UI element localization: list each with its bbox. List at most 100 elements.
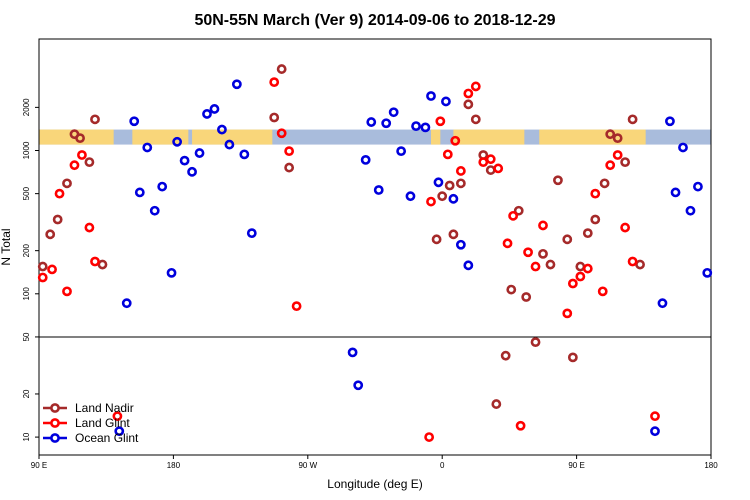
plot-frame [38,38,712,456]
land-nadir-point-36 [605,129,616,140]
land-glint-point-20 [470,81,481,92]
ocean-glint-point-32 [441,96,451,107]
chart-title: 50N-55N March (Ver 9) 2014-09-06 to 2018… [194,12,555,29]
land-glint-point-17 [450,135,461,146]
series-land-nadir [37,64,645,409]
ocean-glint-point-33 [448,193,459,204]
land-nadir-point-1 [45,229,56,240]
ocean-glint-point-38 [665,116,675,127]
land-nadir-point-38 [620,157,631,168]
land-glint-point-19 [463,88,474,99]
ocean-glint-point-19 [347,347,358,358]
land-nadir-point-18 [470,114,481,125]
land-nadir-point-33 [582,228,593,239]
land-nadir-point-27 [538,248,548,259]
ocean-glint-point-3 [134,187,145,198]
x-tick-label-1: 180 [167,461,181,470]
legend-item-land-glint: Land Glint [43,416,130,430]
land-glint-point-1 [47,264,57,275]
y-tick-label-100: 100 [22,287,31,301]
ocean-glint-point-27 [405,191,416,202]
series-ocean-glint [114,79,713,437]
y-tick-label-2000: 2000 [22,98,31,116]
y-tick-label-500: 500 [22,186,31,200]
land-nadir-point-23 [506,284,517,295]
land-glint-point-34 [590,188,601,199]
ocean-glint-point-4 [142,142,153,153]
ocean-glint-point-24 [381,118,392,129]
y-tick-label-50: 50 [22,332,31,341]
ocean-glint-point-12 [202,109,212,119]
ocean-glint-point-16 [231,79,242,90]
land-nadir-point-9 [269,112,280,123]
x-axis-label: Longitude (deg E) [327,477,422,491]
land-nadir-point-26 [530,337,541,348]
land-nadir-point-34 [590,214,601,225]
land-glint-point-21 [478,157,489,168]
land-glint-point-12 [291,301,302,312]
land-nadir-point-25 [521,292,532,302]
land-nadir-point-0 [37,261,48,272]
ocean-glint-point-21 [360,154,371,165]
ocean-glint-point-2 [129,116,140,127]
land-glint-point-22 [485,154,496,165]
land-nadir-point-7 [90,114,100,125]
ocean-glint-point-30 [426,91,436,101]
ocean-glint-point-23 [373,185,384,195]
land-glint-point-2 [54,188,65,199]
land-glint-point-30 [562,308,573,319]
ocean-glint-point-34 [455,239,466,250]
ocean-glint-point-13 [209,104,220,114]
x-tick-label-0: 90 E [31,461,47,470]
land-glint-point-29 [538,220,548,231]
legend-marker [50,403,60,413]
x-tick-label-2: 90 W [298,461,317,470]
ocean-glint-point-8 [172,136,183,147]
y-tick-label-200: 200 [22,243,31,257]
land-nadir-point-28 [545,259,556,270]
ocean-glint-point-5 [149,205,160,216]
land-glint-point-39 [627,256,638,267]
land-glint-point-8 [112,411,123,422]
land-nadir-point-16 [455,178,466,189]
land-glint-point-10 [276,128,287,139]
ocean-glint-point-43 [702,267,713,278]
land-glint-point-38 [620,222,631,233]
land-nadir-point-35 [599,178,610,189]
land-nadir-point-8 [97,259,108,270]
y-axis-label: N Total [0,228,13,265]
ocean-glint-point-10 [187,166,197,177]
land-glint-point-11 [284,146,295,157]
land-nadir-point-22 [500,350,511,361]
legend-label: Land Glint [75,416,130,430]
ocean-glint-point-0 [114,426,125,437]
land-nadir-point-31 [567,352,578,363]
land-segment-3 [431,129,441,145]
land-glint-point-26 [515,420,526,431]
ocean-glint-point-18 [246,228,257,239]
y-tick-label-1000: 1000 [22,141,31,159]
y-axis-ticks: 10 20 50 100 200 500 1000 2000 [22,98,39,442]
ocean-glint-point-20 [353,380,364,391]
ocean-glint-point-28 [411,121,421,132]
land-glint-point-3 [62,286,72,297]
land-glint-point-25 [508,210,519,221]
ocean-glint-point-9 [179,155,190,166]
ocean-glint-point-15 [224,139,235,150]
land-nadir-point-2 [52,214,63,225]
land-nadir-point-29 [553,175,563,186]
land-nadir-point-5 [75,133,85,144]
land-nadir-point-3 [62,178,72,189]
ocean-glint-point-40 [678,142,688,153]
land-glint-point-31 [567,278,578,289]
land-nadir-point-32 [575,261,586,272]
land-glint-point-23 [493,163,504,174]
land-glint-point-32 [575,271,586,282]
land-glint-point-37 [612,150,623,160]
legend-label: Ocean Glint [75,431,139,445]
land-glint-point-40 [650,411,660,422]
ocean-glint-point-31 [433,177,444,188]
land-nadir-point-20 [485,165,496,175]
ocean-glint-point-1 [121,298,132,309]
x-tick-label-5: 180 [704,461,718,470]
